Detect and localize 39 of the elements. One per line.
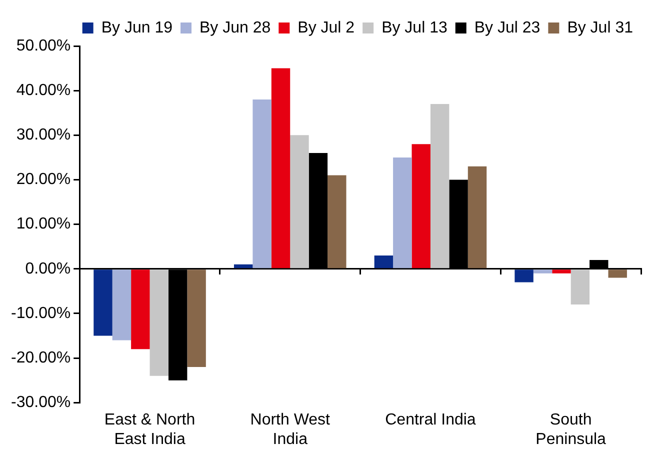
x-tick-label: East & North East India: [104, 412, 196, 448]
bar: [570, 270, 590, 305]
bar: [393, 157, 412, 268]
x-tick-label: Central India: [385, 412, 476, 429]
bar: [608, 270, 627, 278]
bar: [252, 99, 272, 268]
legend-label: By Jul 23: [474, 19, 540, 36]
bar: [234, 264, 253, 268]
legend-label: By Jul 13: [382, 19, 448, 36]
bar: [187, 270, 206, 367]
bar: [290, 135, 309, 268]
bar: [112, 270, 132, 340]
bar: [374, 256, 394, 268]
y-tick-label: -20.00%: [11, 349, 71, 366]
bar: [328, 175, 346, 268]
x-tick-label: North West India: [250, 412, 331, 448]
bar: [131, 270, 150, 350]
bar: [533, 270, 552, 274]
y-tick-label: 30.00%: [16, 126, 71, 144]
bar: [150, 270, 168, 376]
y-tick-label: 20.00%: [16, 171, 71, 188]
bar: [514, 270, 534, 282]
legend-label: By Jun 28: [199, 19, 271, 36]
bar: [271, 68, 290, 268]
bar: [468, 166, 487, 268]
y-tick-label: 50.00%: [16, 37, 71, 54]
bar: [94, 270, 112, 336]
y-tick-label: 40.00%: [16, 82, 71, 99]
bar: [412, 144, 430, 268]
y-tick-label: 10.00%: [16, 216, 71, 233]
y-tick-label: -30.00%: [11, 394, 71, 412]
bar: [430, 104, 450, 268]
legend-label: By Jul 31: [567, 19, 634, 36]
y-tick-label: -10.00%: [11, 304, 71, 322]
legend-label: By Jul 2: [298, 19, 355, 36]
x-tick-label: South Peninsula: [536, 412, 606, 448]
bar: [552, 270, 571, 274]
legend-label: By Jun 19: [101, 19, 173, 36]
y-tick-label: 0.00%: [25, 260, 71, 278]
